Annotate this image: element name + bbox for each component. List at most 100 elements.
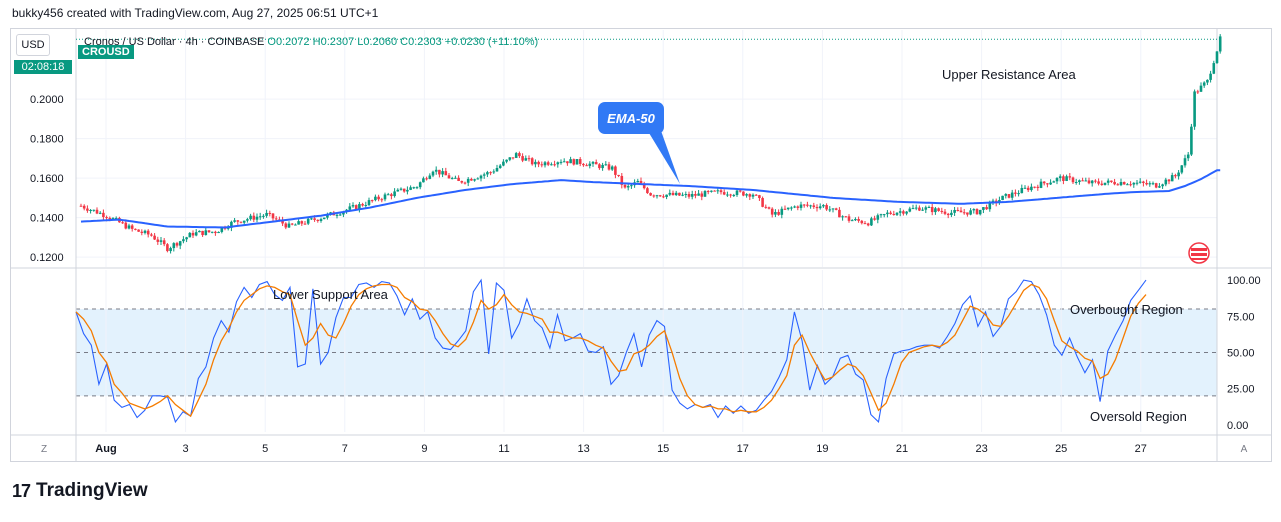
- candle: [207, 230, 211, 234]
- candle-body: [428, 175, 432, 179]
- candle: [322, 217, 326, 220]
- candle-body: [562, 161, 566, 163]
- candle-body: [162, 240, 166, 245]
- candle-body: [175, 243, 179, 246]
- stoch-tick-label: 50.00: [1227, 347, 1255, 359]
- candle-body: [914, 207, 918, 209]
- candle: [783, 205, 787, 210]
- candle-body: [783, 208, 787, 210]
- candle-body: [623, 184, 627, 188]
- candle-body: [841, 216, 844, 218]
- candle: [847, 214, 851, 223]
- candle-body: [390, 194, 393, 197]
- candle: [777, 209, 780, 216]
- ema-callout: EMA-50: [598, 102, 664, 134]
- candle: [418, 181, 422, 190]
- auto-scale-button[interactable]: A: [1240, 443, 1248, 455]
- candle: [1158, 183, 1161, 189]
- candle-body: [665, 194, 668, 197]
- candle-body: [930, 206, 934, 213]
- candle: [818, 203, 822, 210]
- candle: [463, 181, 467, 185]
- candle-body: [1055, 178, 1059, 182]
- candle-body: [1065, 176, 1068, 181]
- candle-body: [697, 193, 700, 196]
- candle-body: [306, 218, 310, 224]
- candle: [822, 204, 825, 208]
- candle: [268, 210, 272, 217]
- candle: [982, 207, 985, 214]
- candle-body: [1129, 184, 1132, 186]
- candle-body: [722, 192, 726, 195]
- candle-body: [252, 215, 256, 220]
- candle-body: [194, 232, 198, 236]
- candle-body: [1030, 186, 1033, 191]
- candle-body: [169, 248, 172, 252]
- candle: [1100, 180, 1104, 186]
- candle: [1023, 185, 1027, 189]
- candle-body: [518, 153, 521, 157]
- candle-body: [687, 194, 691, 197]
- flag-icon-stripe: [1191, 253, 1207, 256]
- candle-body: [854, 219, 857, 221]
- candle-body: [230, 221, 233, 228]
- candle: [182, 236, 185, 244]
- candle-body: [905, 211, 908, 214]
- candle-body: [1042, 181, 1046, 184]
- candle-body: [450, 178, 454, 180]
- candle: [217, 231, 220, 234]
- candle-body: [204, 230, 208, 236]
- candle-body: [1103, 182, 1107, 185]
- candle: [1074, 178, 1078, 185]
- candle-body: [863, 223, 867, 225]
- price-tick-label: 0.2000: [30, 94, 64, 106]
- candle-body: [921, 209, 924, 211]
- candle: [655, 194, 659, 199]
- candle: [1202, 81, 1206, 88]
- candle-body: [655, 195, 659, 197]
- candle-body: [492, 171, 496, 173]
- candle: [1132, 182, 1136, 188]
- candle: [303, 220, 307, 225]
- candle: [924, 205, 928, 214]
- candle-body: [287, 223, 291, 228]
- candle-body: [806, 204, 809, 206]
- candle-body: [534, 161, 537, 165]
- candle: [895, 212, 899, 217]
- candle-body: [802, 204, 806, 206]
- candle: [620, 173, 624, 189]
- candle: [569, 156, 572, 164]
- candle: [175, 241, 179, 248]
- currency-selector[interactable]: USD: [16, 34, 50, 56]
- candle: [422, 176, 425, 183]
- candle: [550, 162, 553, 166]
- timezone-button[interactable]: Z: [40, 443, 48, 455]
- candle-body: [316, 219, 320, 221]
- candle: [594, 159, 598, 165]
- candle: [1084, 177, 1088, 182]
- candle: [470, 177, 473, 181]
- candle-body: [1033, 186, 1036, 188]
- candle: [1122, 181, 1126, 185]
- candle-body: [140, 231, 144, 233]
- candle: [348, 203, 352, 212]
- candle: [726, 191, 729, 197]
- candle-body: [617, 174, 620, 176]
- candle-body: [156, 239, 160, 242]
- candle-body: [703, 191, 707, 197]
- candle: [127, 223, 131, 230]
- candle: [815, 204, 819, 212]
- candle-body: [991, 200, 995, 202]
- candle: [530, 157, 534, 166]
- candle-body: [383, 194, 387, 200]
- candle: [582, 163, 585, 167]
- candle: [729, 193, 732, 198]
- candle: [870, 216, 873, 226]
- candle-body: [1132, 182, 1136, 185]
- flag-icon-stripe: [1191, 258, 1207, 260]
- candle: [950, 209, 953, 218]
- candle-body: [201, 230, 204, 236]
- candle: [959, 207, 963, 213]
- candle-body: [825, 205, 828, 210]
